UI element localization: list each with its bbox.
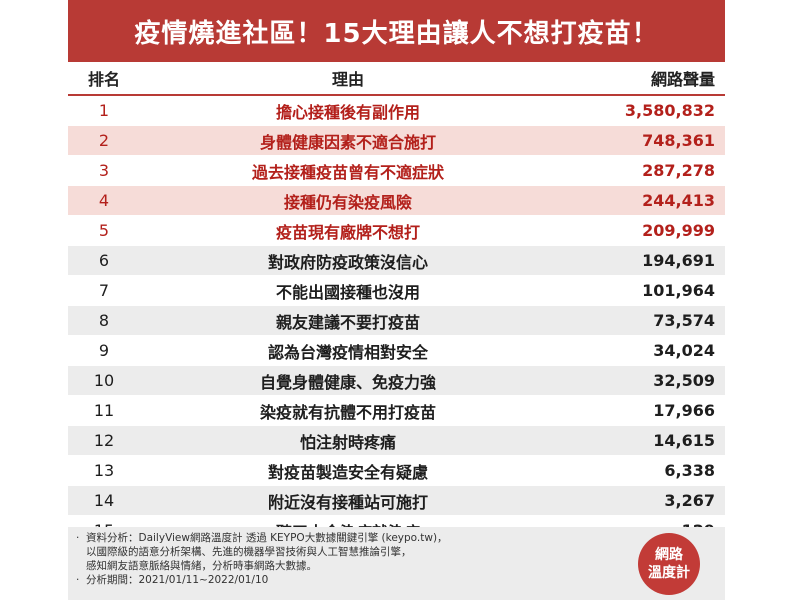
rank-cell: 3 — [98, 161, 110, 180]
dailyview-logo: 網路 溫度計 — [638, 533, 700, 595]
volume-cell: 287,278 — [642, 161, 715, 180]
volume-cell: 3,580,832 — [624, 101, 715, 120]
footer-notes: · 資料分析：DailyView網路溫度計 透過 KEYPO大數據關鍵引擎 (ke… — [68, 527, 725, 600]
table-row: 4 接種仍有染疫風險 244,413 — [68, 186, 725, 216]
rank-cell: 2 — [98, 131, 110, 150]
table-row: 11 染疫就有抗體不用打疫苗 17,966 — [68, 396, 725, 426]
table-row: 10 自覺身體健康、免疫力強 32,509 — [68, 366, 725, 396]
reason-cell: 接種仍有染疫風險 — [283, 192, 412, 212]
ranking-table: 1 擔心接種後有副作用 3,580,832 2 身體健康因素不適合施打 748,361 3 過… — [68, 96, 725, 546]
reason-cell: 怕注射時疼痛 — [299, 432, 396, 452]
infographic-card: 疫情燒進社區！15大理由讓人不想打疫苗！ 排名 理由 網路聲量 1 擔心接種後有副… — [68, 0, 725, 600]
notes-block: · 資料分析：DailyView網路溫度計 透過 KEYPO大數據關鍵引擎 (ke… — [76, 531, 636, 587]
page-title: 疫情燒進社區！15大理由讓人不想打疫苗！ — [134, 18, 659, 49]
table-row: 5 疫苗現有廠牌不想打 209,999 — [68, 216, 725, 246]
logo-line-1: 網路 — [655, 547, 683, 563]
table-row: 3 過去接種疫苗曾有不適症狀 287,278 — [68, 156, 725, 186]
table-row: 13 對疫苗製造安全有疑慮 6,338 — [68, 456, 725, 486]
reason-cell: 對疫苗製造安全有疑慮 — [267, 462, 428, 482]
rank-cell: 9 — [98, 341, 110, 360]
volume-cell: 209,999 — [642, 221, 715, 240]
reason-cell: 不能出國接種也沒用 — [275, 282, 420, 302]
volume-cell: 748,361 — [642, 131, 715, 150]
table-row: 8 親友建議不要打疫苗 73,574 — [68, 306, 725, 336]
header-volume: 網路聲量 — [650, 70, 715, 89]
rank-cell: 8 — [98, 311, 110, 330]
rank-cell: 6 — [98, 251, 110, 270]
source-line-1: 資料分析：DailyView網路溫度計 透過 KEYPO大數據關鍵引擎 (key… — [86, 532, 448, 544]
source-line-3: 感知網友語意脈絡與情緒，分析時事網路大數據。 — [86, 560, 317, 572]
rank-cell: 10 — [93, 371, 115, 390]
volume-cell: 3,267 — [664, 491, 715, 510]
header-reason: 理由 — [331, 70, 364, 89]
volume-cell: 6,338 — [664, 461, 715, 480]
volume-cell: 194,691 — [642, 251, 715, 270]
reason-cell: 過去接種疫苗曾有不適症狀 — [251, 162, 444, 182]
reason-cell: 自覺身體健康、免疫力強 — [259, 372, 436, 392]
volume-cell: 32,509 — [653, 371, 715, 390]
volume-cell: 34,024 — [653, 341, 715, 360]
reason-cell: 疫苗現有廠牌不想打 — [275, 222, 420, 242]
reason-cell: 對政府防疫政策沒信心 — [267, 252, 428, 272]
rank-cell: 1 — [98, 101, 110, 120]
reason-cell: 附近沒有接種站可施打 — [267, 492, 428, 512]
rank-cell: 7 — [98, 281, 110, 300]
table-row: 1 擔心接種後有副作用 3,580,832 — [68, 96, 725, 126]
reason-cell: 染疫就有抗體不用打疫苗 — [259, 402, 436, 422]
volume-cell: 244,413 — [642, 191, 715, 210]
reason-cell: 親友建議不要打疫苗 — [275, 312, 420, 332]
header-rank: 排名 — [87, 70, 120, 89]
analysis-period: 分析期間：2021/01/11~2022/01/10 — [86, 574, 269, 586]
rank-cell: 11 — [93, 401, 115, 420]
table-row: 14 附近沒有接種站可施打 3,267 — [68, 486, 725, 516]
table-header: 排名 理由 網路聲量 — [68, 62, 725, 96]
volume-cell: 73,574 — [653, 311, 715, 330]
reason-cell: 身體健康因素不適合施打 — [259, 132, 436, 152]
source-line-2: 以國際級的語意分析架構、先進的機器學習技術與人工智慧推論引擎， — [86, 546, 412, 558]
rank-cell: 14 — [93, 491, 115, 510]
table-row: 6 對政府防疫政策沒信心 194,691 — [68, 246, 725, 276]
volume-cell: 14,615 — [653, 431, 715, 450]
rank-cell: 4 — [98, 191, 110, 210]
reason-cell: 擔心接種後有副作用 — [275, 102, 420, 122]
table-row: 2 身體健康因素不適合施打 748,361 — [68, 126, 725, 156]
volume-cell: 101,964 — [642, 281, 715, 300]
table-row: 9 認為台灣疫情相對安全 34,024 — [68, 336, 725, 366]
volume-cell: 17,966 — [653, 401, 715, 420]
table-row: 12 怕注射時疼痛 14,615 — [68, 426, 725, 456]
rank-cell: 13 — [93, 461, 115, 480]
logo-line-2: 溫度計 — [648, 565, 690, 581]
title-banner: 疫情燒進社區！15大理由讓人不想打疫苗！ — [68, 0, 725, 62]
table-row: 7 不能出國接種也沒用 101,964 — [68, 276, 725, 306]
reason-cell: 認為台灣疫情相對安全 — [267, 342, 428, 362]
rank-cell: 5 — [98, 221, 110, 240]
rank-cell: 12 — [93, 431, 115, 450]
